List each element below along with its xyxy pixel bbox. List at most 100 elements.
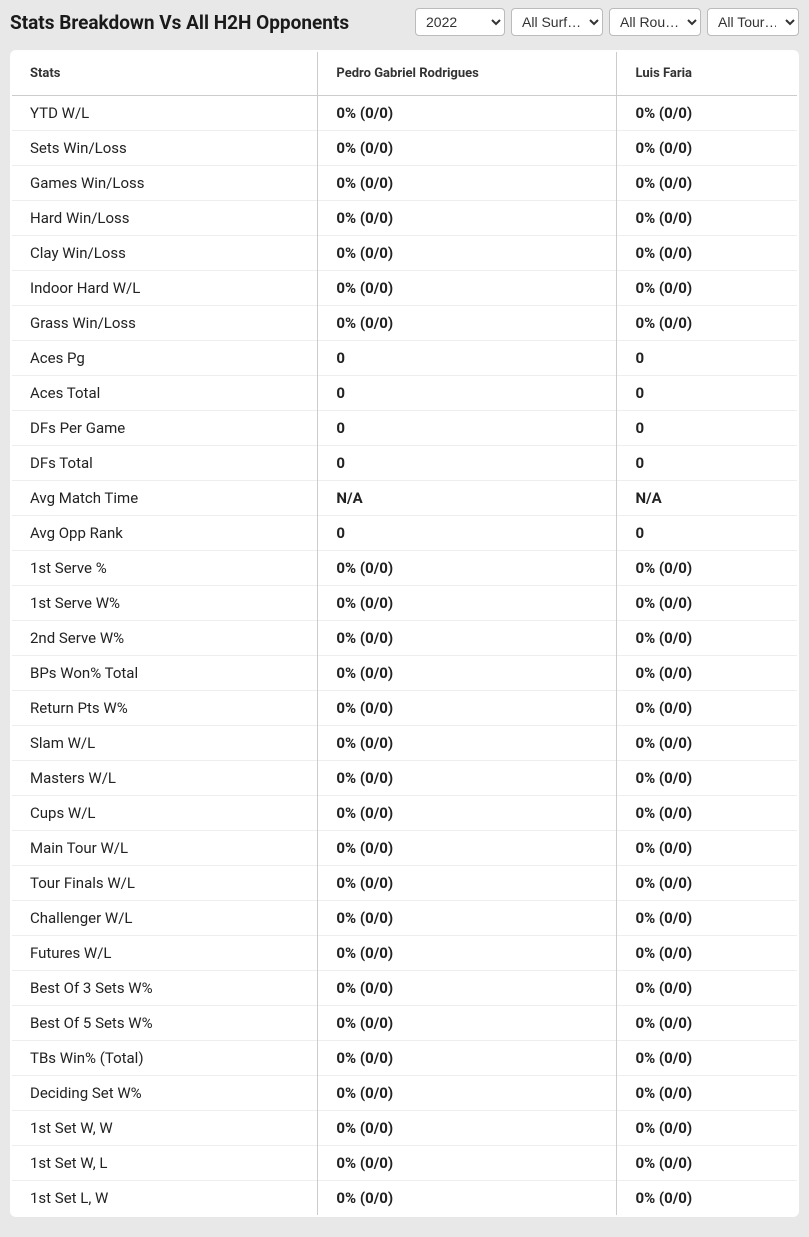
table-row: Best Of 5 Sets W%0% (0/0)0% (0/0)	[11, 1006, 798, 1041]
table-row: Return Pts W%0% (0/0)0% (0/0)	[11, 691, 798, 726]
player1-value: 0% (0/0)	[318, 1181, 617, 1217]
table-row: DFs Per Game00	[11, 411, 798, 446]
tour-select[interactable]: All Tour…	[707, 8, 799, 36]
table-row: 2nd Serve W%0% (0/0)0% (0/0)	[11, 621, 798, 656]
table-row: Slam W/L0% (0/0)0% (0/0)	[11, 726, 798, 761]
player2-value: 0% (0/0)	[617, 586, 798, 621]
player1-value: 0% (0/0)	[318, 201, 617, 236]
player1-value: 0% (0/0)	[318, 971, 617, 1006]
table-row: TBs Win% (Total)0% (0/0)0% (0/0)	[11, 1041, 798, 1076]
player2-value: 0% (0/0)	[617, 971, 798, 1006]
player1-value: 0% (0/0)	[318, 621, 617, 656]
table-row: Aces Total00	[11, 376, 798, 411]
player1-value: 0% (0/0)	[318, 1041, 617, 1076]
stat-label: BPs Won% Total	[11, 656, 318, 691]
player2-value: 0% (0/0)	[617, 96, 798, 131]
player1-value: 0% (0/0)	[318, 1111, 617, 1146]
player2-value: 0% (0/0)	[617, 901, 798, 936]
stat-label: Avg Opp Rank	[11, 516, 318, 551]
player2-value: 0	[617, 446, 798, 481]
player1-value: 0% (0/0)	[318, 96, 617, 131]
stat-label: Masters W/L	[11, 761, 318, 796]
stat-label: Clay Win/Loss	[11, 236, 318, 271]
player1-value: 0% (0/0)	[318, 761, 617, 796]
player2-value: 0% (0/0)	[617, 936, 798, 971]
column-header-stats: Stats	[11, 51, 318, 96]
player2-value: 0% (0/0)	[617, 131, 798, 166]
table-wrapper: Stats Pedro Gabriel Rodrigues Luis Faria…	[0, 44, 809, 1237]
player1-value: N/A	[318, 481, 617, 516]
stat-label: Best Of 5 Sets W%	[11, 1006, 318, 1041]
table-row: Indoor Hard W/L0% (0/0)0% (0/0)	[11, 271, 798, 306]
player2-value: 0% (0/0)	[617, 691, 798, 726]
stat-label: 2nd Serve W%	[11, 621, 318, 656]
player2-value: 0% (0/0)	[617, 1111, 798, 1146]
stat-label: Grass Win/Loss	[11, 306, 318, 341]
table-row: Challenger W/L0% (0/0)0% (0/0)	[11, 901, 798, 936]
player1-value: 0% (0/0)	[318, 796, 617, 831]
column-header-player2: Luis Faria	[617, 51, 798, 96]
stat-label: Deciding Set W%	[11, 1076, 318, 1111]
stat-label: Hard Win/Loss	[11, 201, 318, 236]
round-select[interactable]: All Rou…	[609, 8, 701, 36]
stat-label: 1st Set L, W	[11, 1181, 318, 1217]
player1-value: 0% (0/0)	[318, 691, 617, 726]
player2-value: 0% (0/0)	[617, 796, 798, 831]
column-header-player1: Pedro Gabriel Rodrigues	[318, 51, 617, 96]
table-row: Cups W/L0% (0/0)0% (0/0)	[11, 796, 798, 831]
stat-label: Best Of 3 Sets W%	[11, 971, 318, 1006]
player1-value: 0% (0/0)	[318, 1006, 617, 1041]
stat-label: DFs Total	[11, 446, 318, 481]
stat-label: YTD W/L	[11, 96, 318, 131]
player2-value: 0% (0/0)	[617, 551, 798, 586]
player1-value: 0% (0/0)	[318, 726, 617, 761]
player1-value: 0% (0/0)	[318, 936, 617, 971]
player1-value: 0% (0/0)	[318, 586, 617, 621]
stat-label: Sets Win/Loss	[11, 131, 318, 166]
player2-value: 0	[617, 376, 798, 411]
surface-select[interactable]: All Surf…	[511, 8, 603, 36]
player1-value: 0% (0/0)	[318, 1146, 617, 1181]
player2-value: 0% (0/0)	[617, 726, 798, 761]
player2-value: 0% (0/0)	[617, 201, 798, 236]
player2-value: 0% (0/0)	[617, 1181, 798, 1217]
player1-value: 0% (0/0)	[318, 166, 617, 201]
player1-value: 0	[318, 376, 617, 411]
stat-label: Aces Total	[11, 376, 318, 411]
player1-value: 0% (0/0)	[318, 1076, 617, 1111]
table-row: YTD W/L0% (0/0)0% (0/0)	[11, 96, 798, 131]
table-row: 1st Set W, W0% (0/0)0% (0/0)	[11, 1111, 798, 1146]
stat-label: Avg Match Time	[11, 481, 318, 516]
player2-value: 0% (0/0)	[617, 236, 798, 271]
stats-table: Stats Pedro Gabriel Rodrigues Luis Faria…	[10, 50, 799, 1217]
year-select[interactable]: 2022	[415, 8, 505, 36]
player2-value: 0% (0/0)	[617, 1006, 798, 1041]
table-row: 1st Serve %0% (0/0)0% (0/0)	[11, 551, 798, 586]
table-row: DFs Total00	[11, 446, 798, 481]
table-row: Sets Win/Loss0% (0/0)0% (0/0)	[11, 131, 798, 166]
player1-value: 0% (0/0)	[318, 831, 617, 866]
page-title: Stats Breakdown Vs All H2H Opponents	[10, 11, 349, 34]
player1-value: 0	[318, 411, 617, 446]
player2-value: 0% (0/0)	[617, 761, 798, 796]
table-row: Avg Match TimeN/AN/A	[11, 481, 798, 516]
stat-label: Main Tour W/L	[11, 831, 318, 866]
player2-value: 0% (0/0)	[617, 306, 798, 341]
stat-label: Games Win/Loss	[11, 166, 318, 201]
table-row: 1st Set L, W0% (0/0)0% (0/0)	[11, 1181, 798, 1217]
table-row: Grass Win/Loss0% (0/0)0% (0/0)	[11, 306, 798, 341]
table-row: Futures W/L0% (0/0)0% (0/0)	[11, 936, 798, 971]
player2-value: 0% (0/0)	[617, 866, 798, 901]
player1-value: 0% (0/0)	[318, 866, 617, 901]
player2-value: 0	[617, 341, 798, 376]
table-row: Hard Win/Loss0% (0/0)0% (0/0)	[11, 201, 798, 236]
player2-value: 0% (0/0)	[617, 1041, 798, 1076]
stat-label: Challenger W/L	[11, 901, 318, 936]
table-row: Avg Opp Rank00	[11, 516, 798, 551]
table-row: Best Of 3 Sets W%0% (0/0)0% (0/0)	[11, 971, 798, 1006]
player2-value: N/A	[617, 481, 798, 516]
player2-value: 0% (0/0)	[617, 1076, 798, 1111]
player2-value: 0	[617, 411, 798, 446]
table-row: Deciding Set W%0% (0/0)0% (0/0)	[11, 1076, 798, 1111]
stat-label: Cups W/L	[11, 796, 318, 831]
